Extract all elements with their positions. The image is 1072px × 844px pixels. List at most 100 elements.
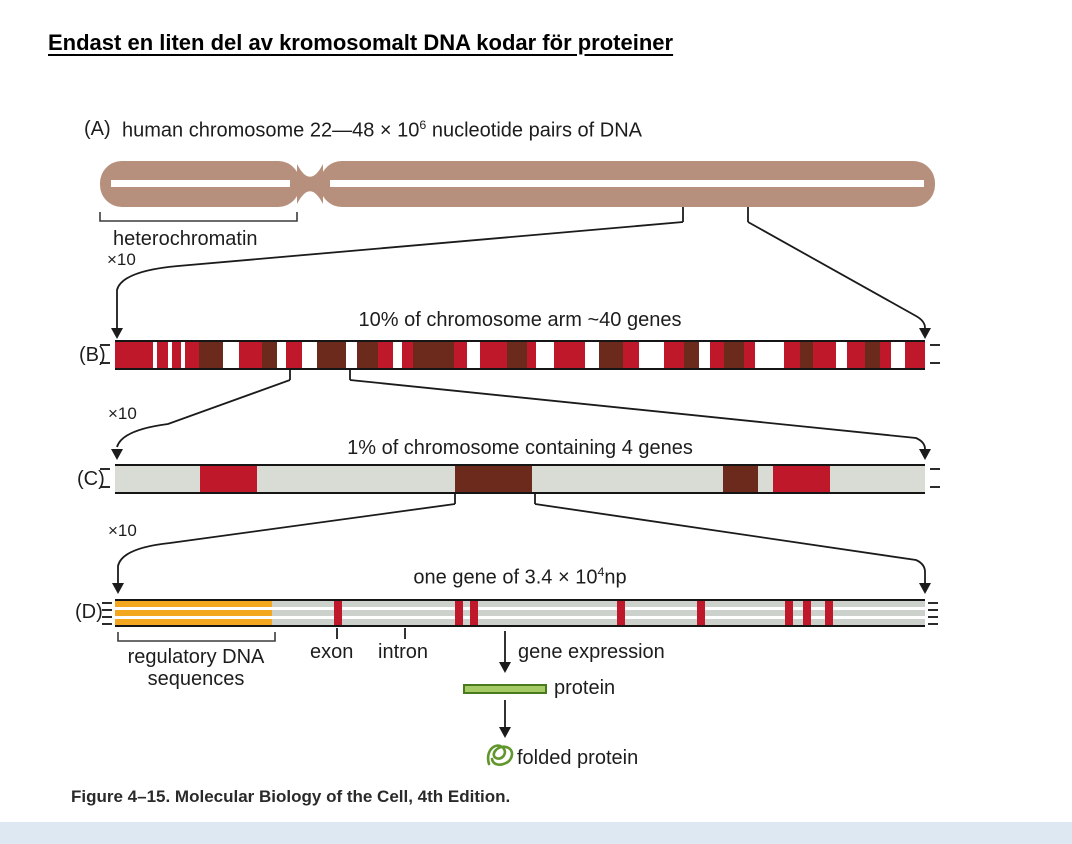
panel-d-exponent: 4 xyxy=(597,565,605,579)
bar-segment xyxy=(115,342,153,368)
bar-segment xyxy=(377,342,394,368)
bar-segment xyxy=(758,466,773,492)
bar-segment xyxy=(200,466,257,492)
panel-b-label: (B) xyxy=(79,344,106,366)
bar-segment xyxy=(699,342,711,368)
zoom-factor-label-a: ×10 xyxy=(107,250,136,269)
bar-segment xyxy=(301,342,318,368)
bar-segment xyxy=(598,342,624,368)
bar-segment xyxy=(167,342,172,368)
bar-segment xyxy=(891,342,905,368)
bar-segment xyxy=(262,342,278,368)
bar-segment xyxy=(346,342,358,368)
bar-segment xyxy=(880,342,892,368)
regulatory-dna-line1: regulatory DNA xyxy=(127,646,265,668)
regulatory-region xyxy=(115,599,272,627)
intron-label: intron xyxy=(378,641,429,663)
bar-segment xyxy=(455,466,532,492)
bar-segment xyxy=(480,342,508,368)
bar-segment xyxy=(623,342,639,368)
gene-expression-arrow xyxy=(499,631,511,673)
folding-arrow xyxy=(499,700,511,738)
bar-segment xyxy=(171,342,181,368)
zoom-factor-label-c: ×10 xyxy=(108,521,137,540)
bar-segment xyxy=(663,342,684,368)
panel-a-title-suffix: nucleotide pairs of DNA xyxy=(426,119,642,142)
bar-segment xyxy=(554,342,586,368)
bar-segment xyxy=(723,342,744,368)
panel-b-title: 10% of chromosome arm ~40 genes xyxy=(358,309,682,331)
exon-mark xyxy=(334,601,342,625)
chromosome-region-bar xyxy=(115,464,925,494)
bar-segment xyxy=(638,342,664,368)
bar-segment xyxy=(835,342,847,368)
bar-segment xyxy=(799,342,814,368)
regulatory-bracket xyxy=(117,632,276,642)
bar-segment xyxy=(846,342,865,368)
bar-segment xyxy=(223,342,240,368)
centromere xyxy=(297,164,323,186)
bar-segment xyxy=(527,342,537,368)
panel-d-title-suffix: np xyxy=(604,566,627,589)
bar-segment xyxy=(185,342,199,368)
figure-caption: Figure 4–15. Molecular Biology of the Ce… xyxy=(71,787,511,806)
bar-segment xyxy=(257,466,455,492)
exon-mark xyxy=(825,601,833,625)
chromatid-gap xyxy=(111,180,290,187)
folded-protein-icon xyxy=(486,744,514,766)
chromosome-graphic xyxy=(100,161,935,207)
bar-segment xyxy=(864,342,881,368)
bar-segment xyxy=(904,342,925,368)
exon-label: exon xyxy=(310,641,354,663)
exon-mark xyxy=(617,601,625,625)
bar-segment xyxy=(413,342,454,368)
bar-segment xyxy=(830,466,925,492)
centromere xyxy=(297,182,323,204)
bar-segment xyxy=(466,342,481,368)
bar-segment xyxy=(723,466,758,492)
bar-segment xyxy=(744,342,756,368)
folded-protein-label: folded protein xyxy=(517,747,639,769)
arrowhead-icon xyxy=(499,727,511,738)
panel-a-title-text: human chromosome 22—48 × 10 xyxy=(122,119,420,142)
panel-d-label: (D) xyxy=(75,601,103,623)
protein-bar xyxy=(463,684,547,694)
slide-title: Endast en liten del av kromosomalt DNA k… xyxy=(48,30,674,55)
bar-segment xyxy=(683,342,700,368)
panel-c-label: (C) xyxy=(77,468,105,490)
bar-segment xyxy=(784,342,800,368)
bar-segment xyxy=(532,466,723,492)
bar-segment xyxy=(755,342,785,368)
bar-segment xyxy=(585,342,599,368)
slide-edge-strip xyxy=(0,822,1072,844)
regulatory-dna-line2: sequences xyxy=(147,668,245,690)
panel-d-title: one gene of 3.4 × 104np xyxy=(115,565,925,590)
chromosome-left-arm xyxy=(100,161,300,207)
panel-c-title: 1% of chromosome containing 4 genes xyxy=(347,437,693,459)
bar-segment xyxy=(239,342,263,368)
bar-segment xyxy=(813,342,836,368)
bar-segment xyxy=(180,342,186,368)
bar-segment xyxy=(773,466,830,492)
bar-segment xyxy=(402,342,414,368)
bar-segment xyxy=(453,342,467,368)
chromosome-arm-bar xyxy=(115,340,925,370)
chromosome-right-arm xyxy=(320,161,935,207)
bar-segment xyxy=(285,342,302,368)
exon-mark xyxy=(785,601,793,625)
panel-d-title-text: one gene of 3.4 × 10 xyxy=(413,566,598,589)
regulatory-dna-label: regulatory DNA sequences xyxy=(96,646,296,690)
bar-segment xyxy=(152,342,158,368)
exon-intron-leaders xyxy=(336,628,406,639)
protein-label: protein xyxy=(554,677,616,699)
bar-segment xyxy=(157,342,168,368)
heterochromatin-bracket xyxy=(99,212,298,222)
heterochromatin-label: heterochromatin xyxy=(113,228,258,250)
bar-segment xyxy=(507,342,528,368)
exon-mark xyxy=(470,601,478,625)
exon-mark xyxy=(455,601,463,625)
bar-segment xyxy=(277,342,286,368)
panel-a-label: (A) xyxy=(84,118,111,140)
bar-segment xyxy=(710,342,724,368)
